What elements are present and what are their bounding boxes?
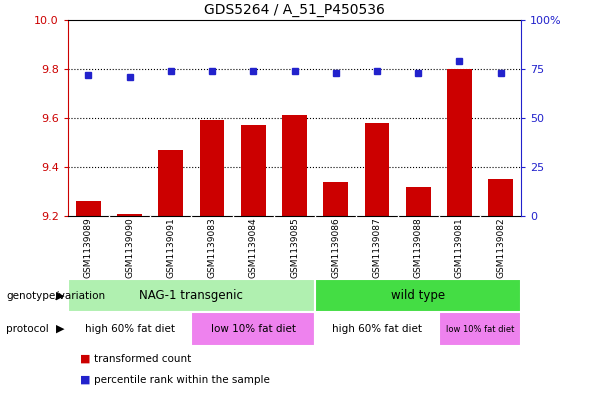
Bar: [488, 179, 513, 216]
Bar: [241, 125, 266, 216]
Text: GSM1139084: GSM1139084: [249, 217, 258, 278]
Text: GSM1139089: GSM1139089: [84, 217, 93, 278]
Text: GSM1139081: GSM1139081: [455, 217, 464, 278]
Text: transformed count: transformed count: [94, 354, 191, 364]
Bar: [191, 312, 315, 346]
Text: high 60% fat diet: high 60% fat diet: [332, 324, 422, 334]
Text: GSM1139090: GSM1139090: [125, 217, 134, 278]
Bar: [68, 312, 191, 346]
Text: GSM1139083: GSM1139083: [207, 217, 217, 278]
Text: GSM1139087: GSM1139087: [372, 217, 382, 278]
Text: GSM1139088: GSM1139088: [413, 217, 423, 278]
Text: wild type: wild type: [391, 289, 445, 302]
Text: GSM1139085: GSM1139085: [290, 217, 299, 278]
Text: GSM1139091: GSM1139091: [166, 217, 176, 278]
Text: low 10% fat diet: low 10% fat diet: [446, 325, 514, 334]
Text: ▶: ▶: [57, 324, 65, 334]
Bar: [282, 116, 307, 216]
Title: GDS5264 / A_51_P450536: GDS5264 / A_51_P450536: [204, 3, 385, 17]
Bar: [323, 182, 348, 216]
Bar: [447, 69, 472, 216]
Bar: [439, 312, 521, 346]
Bar: [117, 214, 142, 216]
Text: ■: ■: [80, 354, 90, 364]
Text: GSM1139082: GSM1139082: [496, 217, 505, 278]
Text: genotype/variation: genotype/variation: [6, 291, 105, 301]
Bar: [200, 120, 224, 216]
Text: ■: ■: [80, 375, 90, 385]
Text: ▶: ▶: [57, 291, 65, 301]
Bar: [68, 279, 315, 312]
Bar: [315, 279, 521, 312]
Bar: [406, 187, 431, 216]
Text: percentile rank within the sample: percentile rank within the sample: [94, 375, 270, 385]
Text: NAG-1 transgenic: NAG-1 transgenic: [140, 289, 243, 302]
Text: protocol: protocol: [6, 324, 49, 334]
Text: GSM1139086: GSM1139086: [331, 217, 340, 278]
Bar: [76, 201, 101, 216]
Bar: [365, 123, 389, 216]
Text: low 10% fat diet: low 10% fat diet: [211, 324, 296, 334]
Text: high 60% fat diet: high 60% fat diet: [85, 324, 174, 334]
Bar: [315, 312, 439, 346]
Bar: [158, 150, 183, 216]
